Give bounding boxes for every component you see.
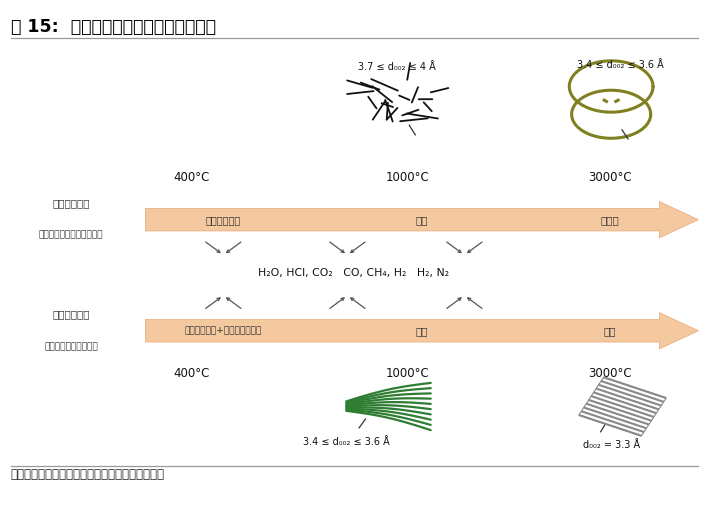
Text: 3000°C: 3000°C bbox=[588, 367, 632, 380]
Text: 玻璃碳: 玻璃碳 bbox=[601, 215, 619, 225]
Text: 3.7 ≤ d₀₀₂ ≤ 4 Å: 3.7 ≤ d₀₀₂ ≤ 4 Å bbox=[358, 62, 436, 72]
Text: 3.4 ≤ d₀₀₂ ≤ 3.6 Å: 3.4 ≤ d₀₀₂ ≤ 3.6 Å bbox=[577, 60, 664, 70]
Text: 热塑性前驱体: 热塑性前驱体 bbox=[52, 310, 89, 320]
Text: 硬碳: 硬碳 bbox=[415, 215, 428, 225]
Text: 1000°C: 1000°C bbox=[386, 367, 430, 380]
Text: 1000°C: 1000°C bbox=[386, 171, 430, 184]
Text: （糖类，聚偏二氯乙烯等）: （糖类，聚偏二氯乙烯等） bbox=[39, 231, 103, 240]
Text: 石墨: 石墨 bbox=[603, 326, 616, 336]
Text: （烃类，聚氯乙烯等）: （烃类，聚氯乙烯等） bbox=[44, 342, 98, 351]
Text: 图 15:  前驱体不同造就软硬碳不同材料: 图 15: 前驱体不同造就软硬碳不同材料 bbox=[11, 18, 216, 36]
Text: 资料来源：《钠离子电池无定形碳负极材料研究》: 资料来源：《钠离子电池无定形碳负极材料研究》 bbox=[11, 468, 164, 481]
Text: 3000°C: 3000°C bbox=[588, 171, 632, 184]
Text: 热固性前驱体: 热固性前驱体 bbox=[52, 198, 89, 209]
Polygon shape bbox=[145, 313, 698, 349]
Text: 400°C: 400°C bbox=[173, 367, 210, 380]
Text: 结焦（固态）: 结焦（固态） bbox=[206, 215, 241, 225]
Text: 焦炭（液态）+焦油（易挥发）: 焦炭（液态）+焦油（易挥发） bbox=[184, 326, 262, 335]
Text: 软碳: 软碳 bbox=[415, 326, 428, 336]
Text: 3.4 ≤ d₀₀₂ ≤ 3.6 Å: 3.4 ≤ d₀₀₂ ≤ 3.6 Å bbox=[303, 437, 389, 447]
Text: 400°C: 400°C bbox=[173, 171, 210, 184]
Text: H₂O, HCl, CO₂   CO, CH₄, H₂   H₂, N₂: H₂O, HCl, CO₂ CO, CH₄, H₂ H₂, N₂ bbox=[257, 268, 449, 278]
Polygon shape bbox=[145, 201, 698, 238]
Text: d₀₀₂ = 3.3 Å: d₀₀₂ = 3.3 Å bbox=[583, 440, 640, 450]
